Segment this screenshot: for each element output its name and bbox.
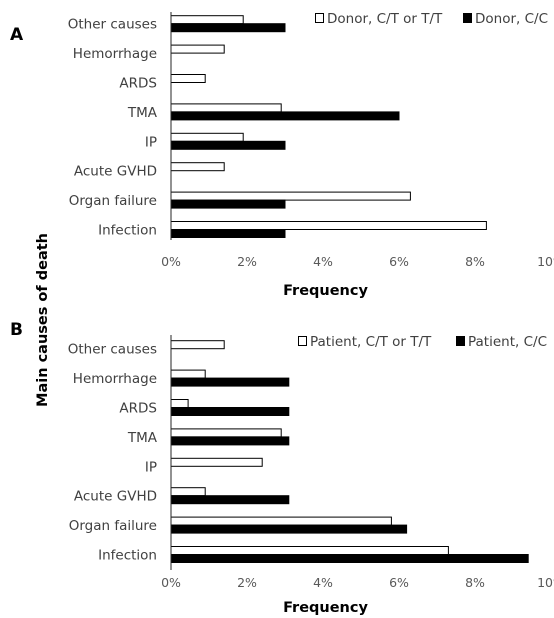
panel-a: A Other causes Hemorrhage ARDS TMA IP Acute G… [10,11,554,299]
x-tick-label: 10% [537,254,554,269]
legend-label-filled: Donor, C/C [475,11,548,27]
bar-open [170,428,282,438]
category-label: ARDS [119,76,157,92]
bar-filled [170,407,290,416]
bar-open [170,399,189,408]
bar-open [170,162,225,172]
legend: Patient, C/T or T/T Patient, C/C [298,334,547,350]
category-label: Other causes [68,17,157,33]
x-tick-label: 2% [237,254,257,269]
bar-open [170,340,225,350]
category-label: ARDS [119,401,157,417]
panel-b: B Other causes Hemorrhage ARDS TMA IP Acute G… [10,320,554,616]
bar-filled [170,23,286,33]
panel-label-b: B [10,320,23,340]
legend-swatch-open [315,13,324,23]
x-tick-label: 6% [389,575,409,590]
bar-open [170,103,282,113]
bar-open [170,44,225,54]
bar-filled [170,140,286,150]
category-label: Organ failure [69,193,157,209]
bar-filled [170,111,400,121]
bar-filled [170,524,408,534]
legend: Donor, C/T or T/T Donor, C/C [315,11,548,27]
x-tick-label: 4% [313,575,333,590]
bar-filled [170,229,286,238]
x-tick-label: 8% [465,254,485,269]
category-label: Infection [98,223,157,239]
category-label: TMA [127,105,158,121]
bar-filled [170,436,290,446]
bar-open [170,369,206,379]
category-label: Infection [98,548,157,564]
legend-label-open: Patient, C/T or T/T [310,334,432,350]
bar-open [170,516,392,526]
legend-swatch-open [298,336,307,346]
bar-open [170,191,411,201]
legend-swatch-filled [456,336,465,346]
bar-open [170,221,487,230]
x-tick-label: 4% [313,254,333,269]
y-axis-title: Main causes of death [35,233,51,407]
category-label: Other causes [68,342,157,358]
category-label: Acute GVHD [74,164,157,180]
bar-filled [170,495,290,505]
bar-open [170,132,244,142]
x-tick-label: 0% [161,575,181,590]
legend-swatch-filled [463,13,472,23]
legend-label-filled: Patient, C/C [468,334,547,350]
category-label: Organ failure [69,518,157,534]
category-label: TMA [127,430,158,446]
category-label: IP [145,459,157,475]
x-tick-label: 2% [237,575,257,590]
panel-label-a: A [10,25,24,45]
x-axis-title: Frequency [283,600,368,616]
legend-label-open: Donor, C/T or T/T [327,11,443,27]
bar-open [170,546,449,555]
category-label: Hemorrhage [73,371,157,387]
x-axis-title: Frequency [283,283,368,299]
x-tick-label: 10% [537,575,554,590]
bar-open [170,15,244,25]
bar-filled [170,199,286,209]
x-tick-label: 6% [389,254,409,269]
bar-open [170,457,263,467]
bar-open [170,74,206,83]
bar-filled [170,377,290,387]
bar-open [170,487,206,497]
category-label: IP [145,134,157,150]
x-tick-label: 8% [465,575,485,590]
category-label: Acute GVHD [74,489,157,505]
bar-filled [170,554,529,563]
x-tick-label: 0% [161,254,181,269]
category-label: Hemorrhage [73,46,157,62]
